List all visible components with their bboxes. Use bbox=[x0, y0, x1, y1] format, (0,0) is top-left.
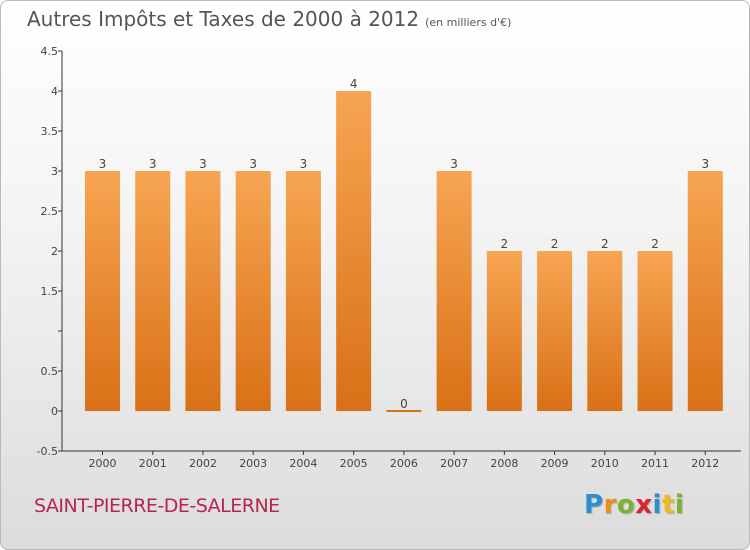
y-tick-label: -0.5 bbox=[37, 445, 58, 458]
bar-2005 bbox=[336, 91, 372, 411]
y-tick-label: 2.5 bbox=[41, 205, 59, 218]
bar-2002 bbox=[185, 171, 221, 411]
y-tick-label: 3 bbox=[51, 165, 58, 178]
x-tick-label: 2001 bbox=[139, 457, 167, 470]
chart-title-text: Autres Impôts et Taxes de 2000 à 2012 bbox=[27, 7, 420, 31]
bar-2001 bbox=[135, 171, 171, 411]
data-label: 2 bbox=[501, 237, 509, 251]
y-tick-label: 4.5 bbox=[41, 45, 59, 58]
x-tick-label: 2005 bbox=[340, 457, 368, 470]
x-tick-label: 2008 bbox=[490, 457, 518, 470]
x-tick-label: 2000 bbox=[89, 457, 117, 470]
logo-letter: P bbox=[584, 490, 604, 520]
commune-name: SAINT-PIERRE-DE-SALERNE bbox=[34, 495, 280, 517]
data-label: 3 bbox=[199, 157, 207, 171]
y-tick-label: 0.5 bbox=[41, 365, 59, 378]
chart-unit: (en milliers d'€) bbox=[425, 16, 512, 29]
data-label: 2 bbox=[551, 237, 559, 251]
logo-letter: r bbox=[603, 490, 617, 520]
proxiti-logo[interactable]: Proxiti bbox=[584, 490, 684, 520]
bar-2012 bbox=[687, 171, 723, 411]
x-tick-label: 2010 bbox=[591, 457, 619, 470]
bar-2009 bbox=[537, 251, 573, 411]
bar-2010 bbox=[587, 251, 623, 411]
logo-letter: i bbox=[674, 490, 685, 520]
data-label: 2 bbox=[601, 237, 609, 251]
logo-letter: t bbox=[661, 490, 675, 520]
y-tick-label: 2 bbox=[51, 245, 58, 258]
x-tick-label: 2009 bbox=[541, 457, 569, 470]
data-label: 2 bbox=[651, 237, 659, 251]
x-tick-label: 2011 bbox=[641, 457, 669, 470]
bar-2004 bbox=[285, 171, 321, 411]
x-tick-label: 2003 bbox=[239, 457, 267, 470]
data-label: 4 bbox=[350, 77, 358, 91]
logo-letter: i bbox=[652, 490, 662, 520]
chart-title: Autres Impôts et Taxes de 2000 à 2012 (en… bbox=[27, 7, 511, 31]
y-tick-label: 4 bbox=[51, 85, 58, 98]
logo-letter: x bbox=[635, 490, 653, 520]
y-tick-label: 0 bbox=[51, 405, 58, 418]
data-label: 3 bbox=[701, 157, 709, 171]
data-label: 3 bbox=[450, 157, 458, 171]
data-label: 0 bbox=[400, 397, 408, 411]
x-tick-label: 2012 bbox=[691, 457, 719, 470]
y-tick-label: 3.5 bbox=[41, 125, 59, 138]
x-tick-label: 2006 bbox=[390, 457, 418, 470]
bar-2008 bbox=[486, 251, 522, 411]
bar-2011 bbox=[637, 251, 673, 411]
bar-2007 bbox=[436, 171, 472, 411]
logo-letter: o bbox=[616, 490, 636, 520]
x-tick-label: 2002 bbox=[189, 457, 217, 470]
bar-2003 bbox=[235, 171, 271, 411]
y-tick-label: 1.5 bbox=[41, 285, 59, 298]
data-label: 3 bbox=[249, 157, 257, 171]
x-tick-label: 2004 bbox=[289, 457, 317, 470]
data-label: 3 bbox=[99, 157, 107, 171]
data-label: 3 bbox=[300, 157, 308, 171]
bar-2000 bbox=[85, 171, 120, 411]
data-label: 3 bbox=[149, 157, 157, 171]
x-tick-label: 2007 bbox=[440, 457, 468, 470]
